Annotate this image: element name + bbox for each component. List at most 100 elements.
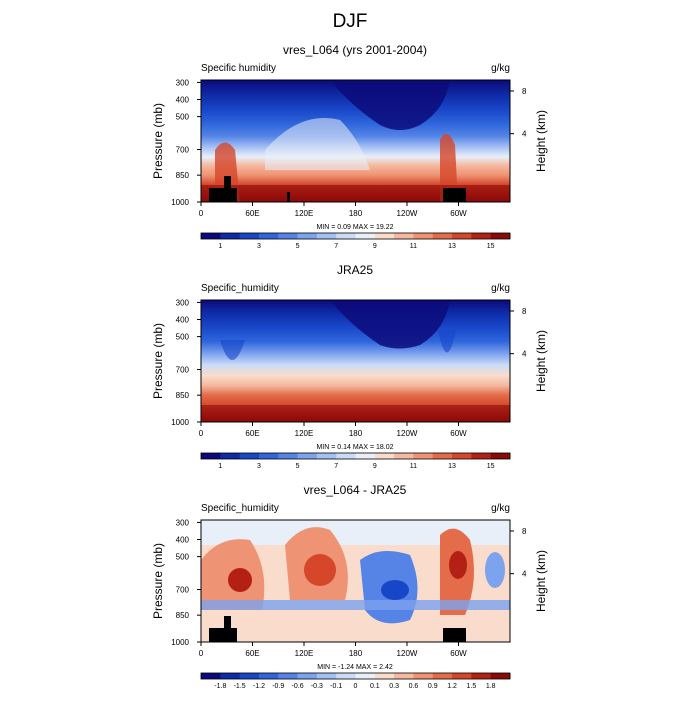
panel-1-variable-label: Specific humidity (201, 63, 276, 74)
panel-2-colorbar-label: 11 (410, 463, 417, 470)
panel-3-topography-andes (443, 628, 466, 642)
panel-2-colorbar-swatch (432, 453, 453, 459)
panel-1-colorbar-swatch (355, 233, 376, 239)
panel-3-colorbar-label: -1.5 (234, 683, 246, 690)
panel-1-ytick-label: 500 (176, 113, 190, 122)
panel-1-colorbar-swatch (413, 233, 434, 239)
panel-2-colorbar-label: 15 (487, 463, 495, 470)
panel-2-colorbar-label: 13 (448, 463, 456, 470)
panel-3-y2tick-label: 8 (522, 527, 527, 536)
panel-2-colorbar-frame (200, 452, 511, 460)
panel-1-colorbar-swatch (239, 233, 260, 239)
panel-2-colorbar-swatch (258, 453, 279, 459)
panel-1-colorbar-swatch (316, 233, 337, 239)
panel-1-y2tick-label: 4 (522, 130, 527, 139)
panel-3-colorbar-swatch (355, 673, 376, 679)
panel-3-colorbar-label: 0.9 (428, 683, 438, 690)
panel-1-dry-tongue-east-pacific (330, 80, 450, 130)
panel-3-ytick-label: 850 (176, 611, 190, 620)
panel-3-core-africa (228, 568, 252, 592)
panel-2-xtick-label: 120E (295, 429, 314, 438)
panel-1-field (200, 79, 511, 203)
panel-3-colorbar-frame (200, 672, 511, 680)
panel-3-negative-blob-east (485, 552, 505, 588)
panel-3-colorbar-label: -0.9 (272, 683, 284, 690)
panel-2-stats: MIN = 0.14 MAX = 18.02 (316, 444, 393, 451)
panel-2-y2tick-label: 4 (522, 350, 527, 359)
panel-3-colorbar-label: 0.1 (370, 683, 380, 690)
panel-2-title: JRA25 (337, 263, 373, 277)
panel-3-xtick-label: 180 (349, 649, 363, 658)
panel-2-colorbar-swatch (394, 453, 414, 459)
panel-2-units-label: g/kg (491, 283, 510, 294)
panel-2-colorbar-swatch (471, 453, 492, 459)
panel-3-colorbar-swatch (432, 673, 453, 679)
panel-3-colorbar-swatch (239, 673, 260, 679)
panel-2-xtick-label: 180 (349, 429, 363, 438)
panel-3-colorbar-swatch (258, 673, 279, 679)
panel-1-ytick-label: 400 (176, 96, 190, 105)
panel-1-ytick-label: 1000 (171, 198, 189, 207)
panel-1-units-label: g/kg (491, 63, 510, 74)
panel-3-title: vres_L064 - JRA25 (304, 483, 407, 497)
panel-2-colorbar-label: 7 (334, 463, 338, 470)
panel-3-core-south-america (449, 551, 467, 579)
panel-3-ytick-label: 1000 (171, 638, 189, 647)
panel-1-colorbar-swatch (336, 233, 356, 239)
panel-3-colorbar-label: 0.6 (409, 683, 419, 690)
panel-1-colorbar-label: 5 (296, 243, 300, 250)
panel-2-ytick-label: 1000 (171, 418, 189, 427)
panel-1-colorbar-swatch (394, 233, 414, 239)
panel-2-colorbar-swatch (336, 453, 356, 459)
panel-1-colorbar-label: 7 (334, 243, 338, 250)
panel-1-ytick-label: 700 (176, 146, 190, 155)
panel-3-colorbar-label: -0.3 (311, 683, 323, 690)
panel-2-field (200, 299, 511, 423)
panel-1-topography-africa (209, 176, 237, 202)
panel-2-colorbar-swatch (316, 453, 337, 459)
panel-2-ytick-label: 850 (176, 391, 190, 400)
panel-3-colorbar-label: 1.5 (467, 683, 477, 690)
panel-2-xtick-label: 120W (397, 429, 418, 438)
panel-1-colorbar: 1 3 5 7 9 11 13 15 (200, 232, 511, 250)
panel-2-colorbar-swatch (297, 453, 318, 459)
panel-2-colorbar-label: 5 (296, 463, 300, 470)
panel-3-colorbar-label: -0.6 (292, 683, 304, 690)
panel-1-colorbar-swatch (471, 233, 492, 239)
panel-2-colorbar-swatch (239, 453, 260, 459)
panel-2-dry-tongue-east-pacific (330, 300, 450, 349)
panel-2-colorbar-label: 3 (257, 463, 261, 470)
panel-2-y2tick-label: 8 (522, 307, 527, 316)
panel-1-ytick-label: 850 (176, 171, 190, 180)
panel-2-colorbar-swatch (452, 453, 472, 459)
panel-1-colorbar-label: 13 (448, 243, 456, 250)
panel-3-colorbar-swatch (452, 673, 472, 679)
panel-1-colorbar-swatch (490, 233, 511, 239)
panel-3-y2label: Height (km) (534, 550, 548, 612)
panel-2-xtick-label: 60W (450, 429, 467, 438)
panel-1-y2tick-label: 8 (522, 87, 527, 96)
panel-1-axis-ticks: 0 60E 120E 180 120W 60W 300 400 500 700 850 1000 8 4 (171, 78, 527, 218)
panel-3-colorbar-label: 0.3 (389, 683, 399, 690)
panel-1-colorbar-label: 9 (373, 243, 377, 250)
panel-1-bump-maritime-continent (265, 118, 370, 170)
panel-1-surface-band (201, 185, 510, 202)
panel-3-core-pacific (381, 580, 409, 600)
panel-1-colorbar-swatch (432, 233, 453, 239)
panel-3-xtick-label: 60E (245, 649, 259, 658)
panel-3-ylabel: Pressure (mb) (151, 543, 165, 619)
panel-1-ytick-label: 300 (176, 78, 190, 87)
panel-1-colorbar-swatch (201, 233, 221, 239)
panel-2-dip-africa (220, 340, 245, 360)
panel-1-stats: MIN = 0.09 MAX = 19.22 (316, 224, 393, 231)
panel-3-colorbar-label: 1.8 (486, 683, 496, 690)
panel-2: JRA25 Specific_humidity g/kg Pressure (m… (151, 263, 548, 470)
panel-3-colorbar-swatch (201, 673, 221, 679)
panel-2-axis-ticks: 0 60E 120E 180 120W 60W 300 400 500 700 850 1000 8 4 (171, 298, 527, 438)
panel-2-ytick-label: 500 (176, 333, 190, 342)
panel-3-negative-band (201, 600, 510, 610)
panel-3-ytick-label: 400 (176, 536, 190, 545)
panel-3-colorbar-label: 0 (354, 683, 358, 690)
panel-3-colorbar-swatch (374, 673, 395, 679)
panel-3-colorbar-swatch (394, 673, 414, 679)
